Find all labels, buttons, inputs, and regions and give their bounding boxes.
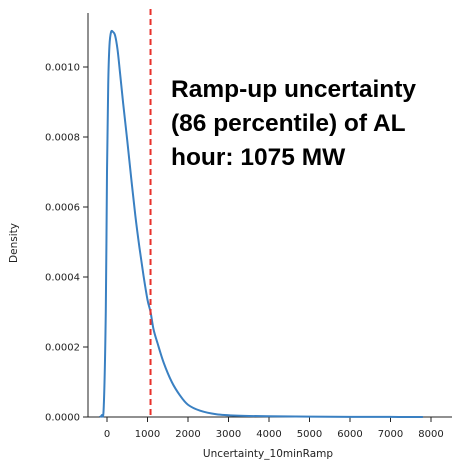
- x-tick-label: 0: [104, 429, 110, 440]
- annotation-line-3: hour: 1075 MW: [171, 144, 346, 171]
- y-tick-label: 0.0000: [45, 413, 80, 424]
- x-tick-label: 2000: [175, 429, 200, 440]
- percentile-annotation: Ramp-up uncertainty (86 percentile) of A…: [171, 73, 463, 175]
- y-axis-label: Density: [8, 223, 20, 263]
- x-tick-label: 5000: [297, 429, 322, 440]
- x-tick-label: 3000: [216, 429, 241, 440]
- x-axis-ticks: 0 1000 2000 3000 4000 5000 6000 7000 8000: [104, 417, 444, 440]
- x-axis-label: Uncertainty_10minRamp: [203, 448, 333, 460]
- density-curve: [99, 29, 423, 418]
- annotation-line-2: (86 percentile) of AL: [171, 110, 406, 137]
- y-tick-label: 0.0002: [45, 343, 80, 354]
- annotation-line-1: Ramp-up uncertainty: [171, 76, 417, 103]
- y-tick-label: 0.0004: [45, 273, 80, 284]
- x-tick-label: 7000: [378, 429, 403, 440]
- x-tick-label: 6000: [337, 429, 362, 440]
- x-tick-label: 1000: [135, 429, 160, 440]
- y-tick-label: 0.0008: [45, 133, 80, 144]
- x-tick-label: 4000: [256, 429, 281, 440]
- x-tick-label: 8000: [418, 429, 443, 440]
- y-axis-ticks: 0.0000 0.0002 0.0004 0.0006 0.0008 0.0010: [45, 63, 88, 424]
- y-tick-label: 0.0010: [45, 63, 80, 74]
- y-tick-label: 0.0006: [45, 203, 80, 214]
